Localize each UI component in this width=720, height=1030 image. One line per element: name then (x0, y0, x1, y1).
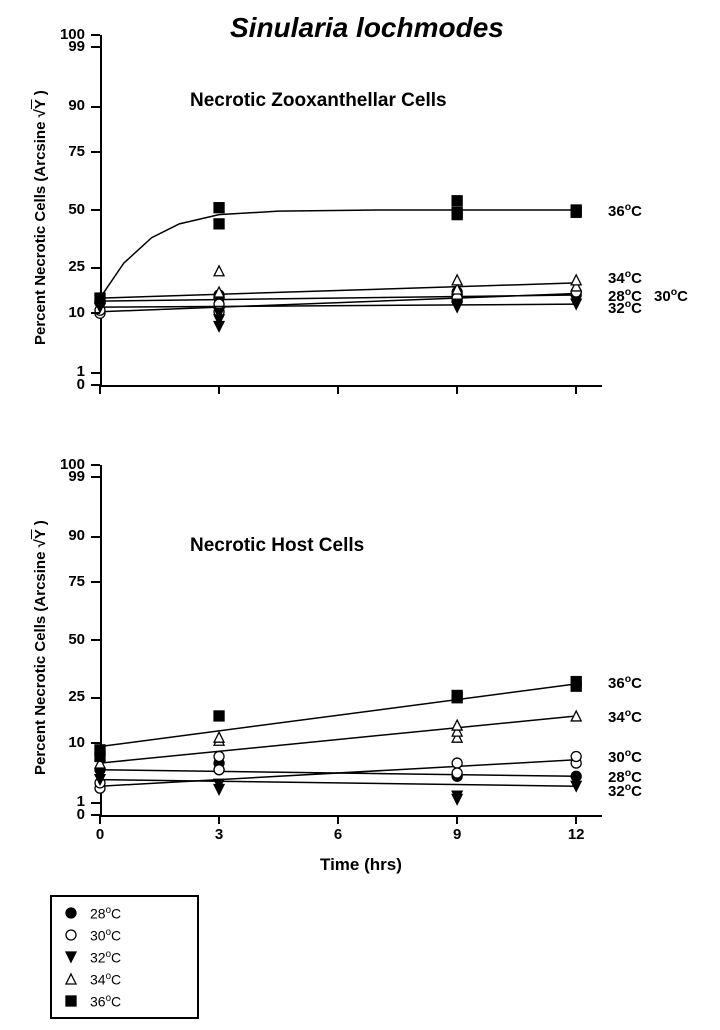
ytick-mark (91, 536, 100, 538)
ytick-label: 50 (53, 631, 85, 648)
xtick-label: 0 (85, 826, 115, 843)
legend-label: 32oC (90, 949, 121, 966)
legend-item-34°C: 34oC (64, 971, 121, 988)
ylabel-b: Percent Necrotic Cells (Arcsine √Y ) (32, 520, 49, 775)
ytick-label: 75 (53, 573, 85, 590)
legend-item-28°C: 28oC (64, 905, 121, 922)
figure: Sinularia lochmodes Necrotic Zooxanthell… (0, 0, 720, 1030)
ytick-label: 1 (53, 793, 85, 810)
legend-label: 34oC (90, 971, 121, 988)
legend-item-36°C: 36oC (64, 993, 121, 1010)
ytick-mark (91, 697, 100, 699)
series-label-t36: 36oC (608, 673, 642, 692)
xtick-label: 6 (323, 826, 353, 843)
series-label-t30: 30oC (608, 747, 642, 766)
legend-box: 28oC 30oC 32oC 34oC 36oC (50, 895, 199, 1019)
series-label-t34: 34oC (608, 707, 642, 726)
ytick-label: 90 (53, 527, 85, 544)
xtick-label: 12 (561, 826, 591, 843)
xlabel: Time (hrs) (320, 855, 402, 875)
ytick-label: 100 (53, 456, 85, 473)
xtick-mark (575, 815, 577, 824)
ytick-label: 10 (53, 734, 85, 751)
xtick-mark (456, 815, 458, 824)
legend-item-32°C: 32oC (64, 949, 121, 966)
ytick-mark (91, 639, 100, 641)
xtick-mark (218, 815, 220, 824)
series-label-t32: 32oC (608, 781, 642, 800)
legend-item-30°C: 30oC (64, 927, 121, 944)
ytick-mark (91, 581, 100, 583)
ytick-mark (91, 464, 100, 466)
ytick-mark (91, 476, 100, 478)
ytick-mark (91, 742, 100, 744)
xtick-mark (99, 815, 101, 824)
panel-host: Necrotic Host Cells Percent Necrotic Cel… (0, 0, 720, 1030)
legend-label: 36oC (90, 993, 121, 1010)
xtick-label: 9 (442, 826, 472, 843)
xtick-mark (337, 815, 339, 824)
chart-svg-b (100, 465, 600, 815)
legend-label: 28oC (90, 905, 121, 922)
xtick-label: 3 (204, 826, 234, 843)
ytick-mark (91, 802, 100, 804)
ytick-label: 25 (53, 688, 85, 705)
legend-label: 30oC (90, 927, 121, 944)
